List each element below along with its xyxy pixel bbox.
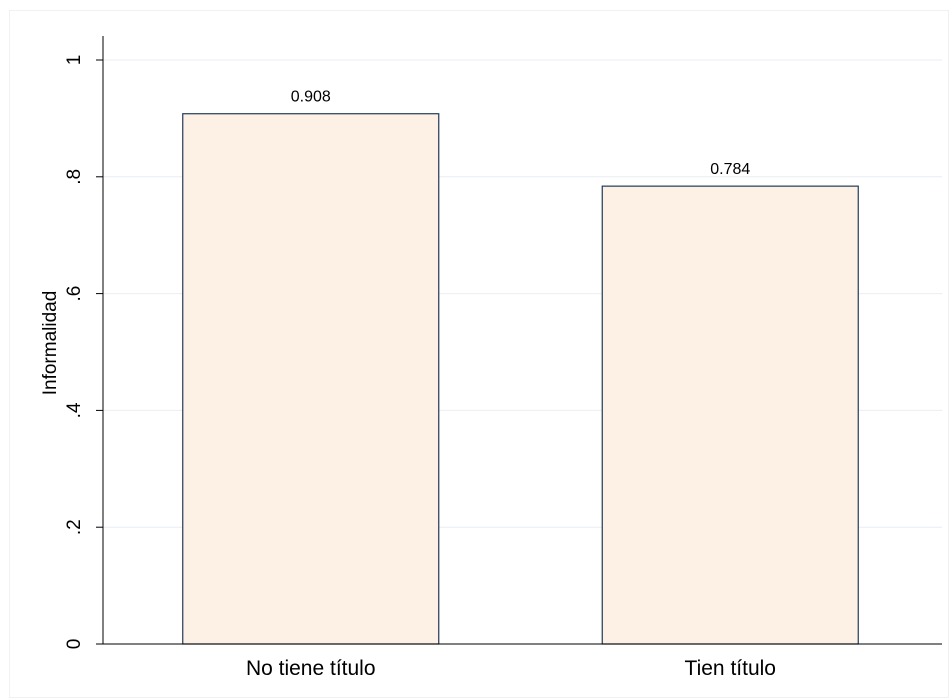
data-label: 0.908 bbox=[291, 89, 331, 106]
y-tick-label: .8 bbox=[64, 169, 85, 185]
y-tick-label: 1 bbox=[64, 55, 85, 66]
bar bbox=[182, 113, 440, 645]
category-label: No tiene título bbox=[246, 657, 376, 680]
bars bbox=[182, 113, 859, 645]
y-axis-title: Informalidad bbox=[40, 291, 61, 396]
y-ticks: 0 .2 .4 .6 .8 1 bbox=[64, 55, 103, 650]
data-label: 0.784 bbox=[710, 161, 750, 178]
data-labels: 0.908 0.784 bbox=[291, 89, 751, 178]
category-label: Tien título bbox=[685, 657, 776, 680]
chart-frame bbox=[9, 10, 949, 698]
bar bbox=[601, 185, 859, 645]
y-tick-label: .2 bbox=[64, 519, 85, 535]
y-tick-label: .4 bbox=[64, 402, 85, 418]
y-tick-label: .6 bbox=[64, 286, 85, 302]
y-tick-label: 0 bbox=[64, 639, 85, 650]
axes bbox=[102, 36, 942, 645]
category-labels: No tiene título Tien título bbox=[246, 657, 776, 680]
